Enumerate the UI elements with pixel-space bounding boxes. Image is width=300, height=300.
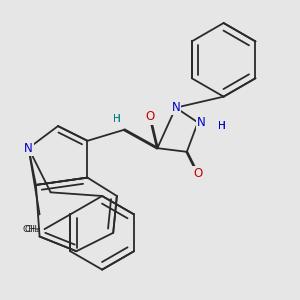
Text: CH₃: CH₃ bbox=[24, 225, 41, 234]
Text: N: N bbox=[197, 116, 206, 129]
Text: N: N bbox=[171, 101, 180, 114]
Text: N: N bbox=[24, 142, 33, 155]
Text: CH₃: CH₃ bbox=[22, 225, 39, 234]
Text: H: H bbox=[113, 114, 121, 124]
Text: O: O bbox=[146, 110, 154, 123]
Text: O: O bbox=[193, 167, 203, 180]
Text: N: N bbox=[24, 142, 33, 155]
Text: N: N bbox=[171, 101, 180, 114]
Text: N: N bbox=[197, 116, 206, 129]
Text: O: O bbox=[193, 167, 203, 180]
Text: H: H bbox=[218, 121, 226, 131]
Text: H: H bbox=[218, 121, 226, 131]
Text: O: O bbox=[146, 110, 154, 123]
Text: H: H bbox=[113, 114, 121, 124]
Text: N: N bbox=[24, 142, 33, 155]
